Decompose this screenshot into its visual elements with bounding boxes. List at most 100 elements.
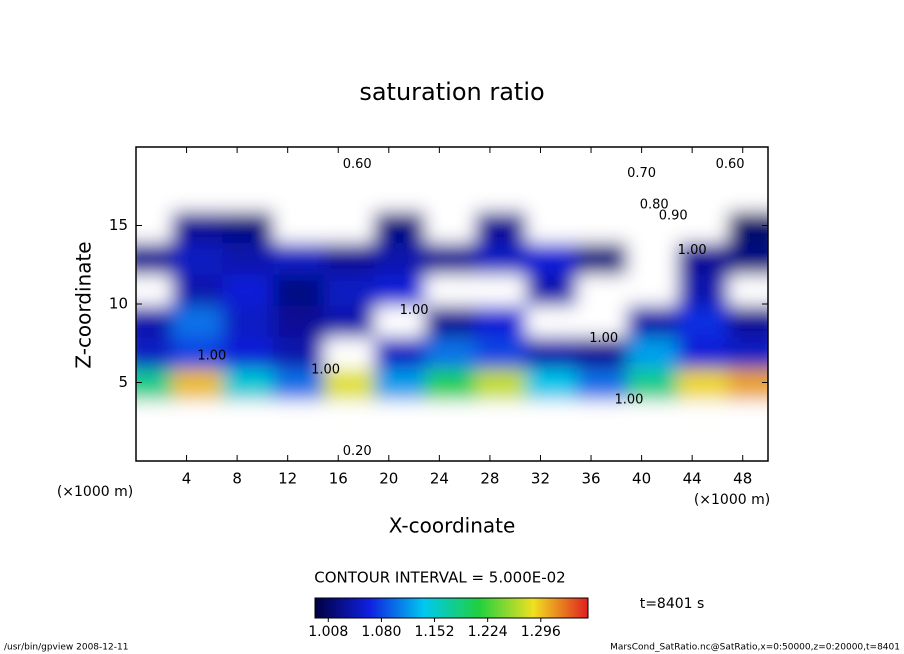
cell	[273, 147, 328, 181]
cell	[424, 333, 480, 369]
cell	[626, 147, 682, 181]
cell	[222, 302, 278, 338]
colorbar-tick-label: 1.296	[521, 624, 561, 640]
cell	[171, 207, 227, 244]
colorbar-tick-label: 1.152	[414, 624, 454, 640]
cell	[273, 176, 328, 212]
cell	[525, 302, 581, 338]
y-tick-label: 15	[109, 216, 128, 234]
cell	[424, 270, 480, 306]
cell	[171, 302, 227, 338]
cell	[576, 207, 631, 244]
cell	[136, 333, 176, 369]
x-unit: (×1000 m)	[694, 492, 770, 508]
x-tick-label: 44	[683, 470, 702, 488]
cell	[222, 176, 278, 212]
cell	[136, 207, 176, 244]
cell	[424, 239, 480, 275]
cell	[525, 364, 581, 401]
cell	[728, 364, 768, 401]
cell	[677, 333, 733, 369]
cell	[136, 396, 176, 432]
chart-title: saturation ratio	[359, 78, 544, 106]
cell	[475, 176, 530, 212]
cell	[171, 176, 227, 212]
cell	[374, 239, 429, 275]
x-tick-label: 32	[531, 470, 550, 488]
contour-interval: CONTOUR INTERVAL = 5.000E-02	[314, 569, 565, 587]
cell	[136, 364, 176, 401]
contour-label: 1.00	[589, 331, 618, 346]
cell	[424, 427, 480, 461]
cell	[136, 239, 176, 275]
cell	[677, 239, 733, 275]
y-tick-label: 10	[109, 295, 128, 313]
colorbar-tick-label: 1.224	[468, 624, 508, 640]
cell	[525, 270, 581, 306]
x-tick-label: 48	[733, 470, 752, 488]
cell	[626, 176, 682, 212]
cell	[677, 427, 733, 461]
contour-label: 1.00	[614, 392, 643, 407]
cell	[171, 333, 227, 369]
cell	[728, 176, 768, 212]
cell	[424, 176, 480, 212]
cell	[273, 396, 328, 432]
cell	[728, 270, 768, 306]
cell	[323, 427, 379, 461]
cell	[424, 364, 480, 401]
cell	[273, 302, 328, 338]
cell	[475, 207, 530, 244]
contour-label: 0.20	[343, 444, 372, 459]
cell	[424, 147, 480, 181]
cell	[728, 207, 768, 244]
x-tick-label: 28	[480, 470, 499, 488]
cell	[273, 364, 328, 401]
time-label: t=8401 s	[640, 596, 705, 612]
footer: /usr/bin/gpview 2008-12-11	[4, 643, 128, 653]
cell	[728, 239, 768, 275]
cell	[171, 239, 227, 275]
contour-label: 0.60	[716, 157, 745, 172]
cell	[374, 176, 429, 212]
cell	[323, 147, 379, 181]
cell	[323, 270, 379, 306]
cell	[222, 396, 278, 432]
cell	[136, 427, 176, 461]
cell	[273, 239, 328, 275]
contour-label: 1.00	[400, 303, 429, 318]
x-tick-label: 24	[430, 470, 449, 488]
cell	[626, 364, 682, 401]
cell	[677, 147, 733, 181]
cell	[475, 147, 530, 181]
cell	[576, 270, 631, 306]
cell	[424, 302, 480, 338]
cell	[171, 396, 227, 432]
cell	[576, 302, 631, 338]
cell	[222, 427, 278, 461]
cell	[222, 270, 278, 306]
contour-label: 1.00	[311, 362, 340, 377]
cell	[136, 302, 176, 338]
cell	[626, 239, 682, 275]
cell	[273, 207, 328, 244]
cell	[273, 270, 328, 306]
cell	[677, 207, 733, 244]
x-tick-label: 36	[581, 470, 600, 488]
cell	[222, 364, 278, 401]
cell	[626, 396, 682, 432]
cell	[323, 396, 379, 432]
cell	[222, 207, 278, 244]
cell	[576, 239, 631, 275]
x-tick-label: 8	[232, 470, 242, 488]
plot-frame	[135, 146, 769, 462]
cell	[475, 427, 530, 461]
cell	[222, 333, 278, 369]
cell	[525, 239, 581, 275]
cell	[374, 302, 429, 338]
cell	[677, 396, 733, 432]
cell	[728, 333, 768, 369]
cell	[323, 176, 379, 212]
cell	[626, 207, 682, 244]
cell	[136, 270, 176, 306]
